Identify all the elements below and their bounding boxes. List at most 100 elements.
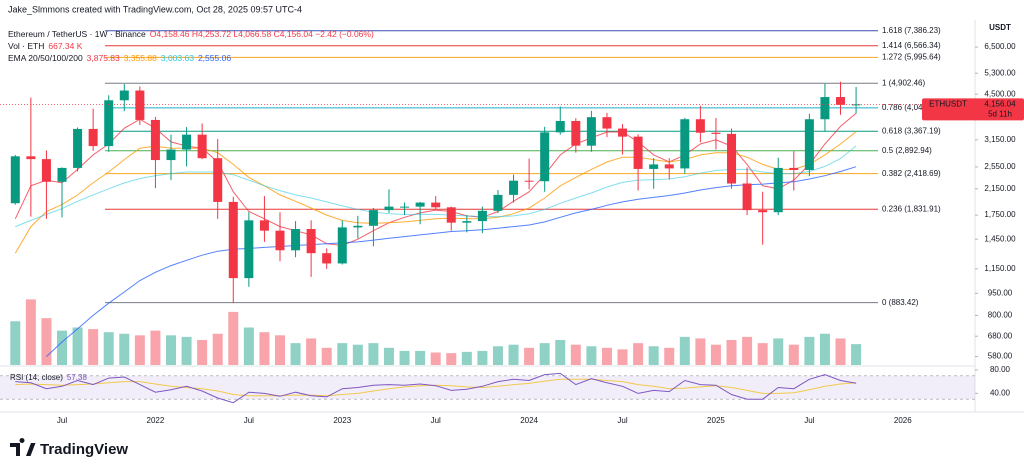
volume-bar xyxy=(726,340,737,365)
y-tick-label: 680.00 xyxy=(988,331,1013,340)
rsi-value: 57.38 xyxy=(67,373,88,382)
candle-body xyxy=(337,227,347,264)
candle-body xyxy=(244,220,254,279)
candle-body xyxy=(73,128,83,168)
volume-bar xyxy=(212,333,223,365)
price-tag-value: 4,156.04 xyxy=(984,99,1016,108)
candle-body xyxy=(664,164,674,169)
candle-body xyxy=(415,202,425,207)
x-tick-label: 2023 xyxy=(333,416,351,425)
ema-value: 3,355.88 xyxy=(124,53,157,63)
y-tick-label: 1,150.00 xyxy=(984,264,1016,273)
x-tick-label: Jul xyxy=(431,416,441,425)
volume-bar xyxy=(851,344,862,365)
volume-name: Vol · ETH xyxy=(8,41,44,51)
volume-bar xyxy=(742,336,753,365)
price-tag-countdown: 5d 11h xyxy=(988,109,1012,118)
candle-body xyxy=(228,201,238,279)
fib-label: 0.5 (2,892.94) xyxy=(882,146,932,155)
candle-body xyxy=(150,119,160,161)
plot-layer: 6,500.005,300.004,500.003,750.003,150.00… xyxy=(0,26,1024,425)
volume-bar xyxy=(72,327,83,365)
fib-label: 0.236 (1,831.91) xyxy=(882,204,941,213)
candle-body xyxy=(540,132,550,182)
fib-label: 0 (883.42) xyxy=(882,298,919,307)
volume-bar xyxy=(41,318,52,365)
y-tick-label: 580.00 xyxy=(988,352,1013,361)
candle-body xyxy=(851,104,861,106)
ema-value: 3,875.83 xyxy=(87,53,120,63)
volume-bar xyxy=(88,329,99,365)
ema-value: 3,003.63 xyxy=(161,53,194,63)
y-tick-label: 800.00 xyxy=(988,310,1013,319)
volume-bar xyxy=(617,349,628,365)
currency: USDT xyxy=(989,23,1011,32)
y-tick-label: 5,300.00 xyxy=(984,68,1016,77)
y-tick-label: 6,500.00 xyxy=(984,42,1016,51)
volume-bar xyxy=(430,352,441,365)
candle-body xyxy=(400,206,410,208)
volume-bar xyxy=(679,336,690,365)
ema-value: 2,555.06 xyxy=(198,53,231,63)
volume-bar xyxy=(664,347,675,365)
candle-body xyxy=(649,164,659,169)
candle-body xyxy=(291,229,301,251)
x-tick-label: 2026 xyxy=(894,416,912,425)
candle-body xyxy=(26,156,36,160)
candle-body xyxy=(104,100,114,147)
volume-bar xyxy=(274,335,285,365)
candle-body xyxy=(10,156,20,204)
candle-body xyxy=(322,253,332,264)
fib-label: 0.382 (2,418.69) xyxy=(882,169,941,178)
candle-body xyxy=(306,229,316,254)
candle-body xyxy=(462,221,472,223)
volume-bar xyxy=(134,335,145,365)
volume-bar xyxy=(648,346,659,365)
x-tick-label: Jul xyxy=(244,416,254,425)
ema-name: EMA 20/50/100/200 xyxy=(8,53,83,63)
x-tick-label: Jul xyxy=(617,416,627,425)
x-tick-label: Jul xyxy=(804,416,814,425)
candle-body xyxy=(493,194,503,211)
volume-bar xyxy=(446,353,457,365)
volume-bar xyxy=(570,344,581,365)
fib-label: 0.618 (3,367.19) xyxy=(882,126,941,135)
candle-body xyxy=(259,220,269,231)
fib-label: 1 (4,902.46) xyxy=(882,78,925,87)
candle-body xyxy=(57,167,67,182)
volume-bar xyxy=(788,344,799,365)
logo: TradingView xyxy=(10,437,128,458)
volume-bar xyxy=(383,347,394,365)
symbol: Ethereum / TetherUS · 1W · Binance xyxy=(8,29,146,39)
y-tick-label: 1,450.00 xyxy=(984,234,1016,243)
candle-body xyxy=(353,225,363,228)
fib-label: 1.414 (6,566.34) xyxy=(882,41,941,50)
logo-text: TradingView xyxy=(40,441,128,458)
volume-bar xyxy=(259,332,270,365)
credit: Jake_Slmmons created with TradingView.co… xyxy=(8,4,302,14)
volume-bar xyxy=(555,340,566,365)
volume-bar xyxy=(243,327,254,365)
rsi-line xyxy=(15,372,857,404)
volume-bar xyxy=(819,333,830,365)
volume-bar xyxy=(757,343,768,365)
volume-bar xyxy=(633,343,644,365)
candle-body xyxy=(197,134,207,159)
candle-body xyxy=(88,128,98,147)
volume-bar xyxy=(710,344,721,365)
candle-body xyxy=(446,207,456,223)
candle-body xyxy=(213,158,223,202)
volume-bar xyxy=(492,346,503,365)
volume-bar xyxy=(461,351,472,365)
volume-bar xyxy=(181,336,192,365)
candle-body xyxy=(477,210,487,222)
candle-body xyxy=(773,167,783,213)
fib-label: 1.272 (5,995.64) xyxy=(882,53,941,62)
y-tick-label: 4,500.00 xyxy=(984,89,1016,98)
volume-bar xyxy=(119,333,130,365)
candle-body xyxy=(789,167,799,170)
fib-label: 0.786 (4,042.34) xyxy=(882,103,941,112)
